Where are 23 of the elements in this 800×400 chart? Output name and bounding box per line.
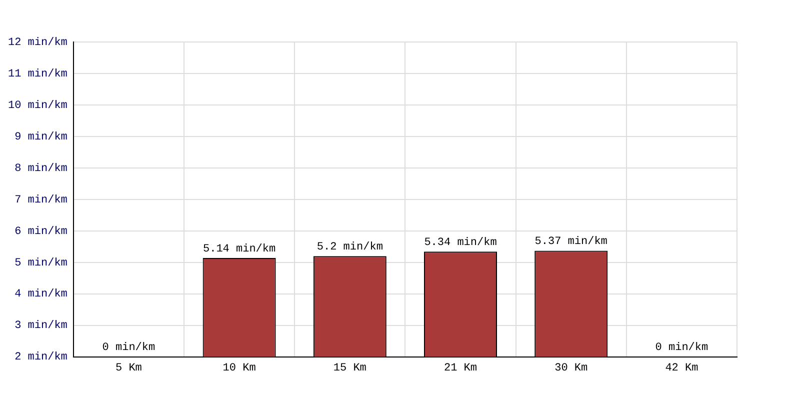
- x-tick-label: 30 Km: [554, 362, 588, 374]
- x-tick-label: 42 Km: [665, 362, 699, 374]
- x-tick-label: 10 Km: [222, 362, 256, 374]
- y-tick-label: 2 min/km: [14, 352, 68, 364]
- y-tick-label: 7 min/km: [14, 194, 68, 206]
- y-tick-label: 3 min/km: [14, 320, 68, 332]
- data-label: 5.34 min/km: [424, 237, 498, 250]
- y-tick-label: 9 min/km: [14, 131, 68, 144]
- data-label: 5.2 min/km: [316, 241, 384, 254]
- y-tick-label: 12 min/km: [8, 36, 68, 49]
- x-tick-label: 15 Km: [333, 362, 367, 374]
- y-tick-label: 10 min/km: [8, 100, 68, 112]
- text: 0 min/km: [102, 342, 156, 354]
- y-tick-label: 6 min/km: [14, 226, 68, 238]
- data-label: 5.37 min/km: [534, 236, 608, 248]
- x-tick-label: 21 Km: [444, 362, 478, 374]
- text: 0 min/km: [655, 342, 708, 354]
- y-tick-label: 4 min/km: [14, 288, 68, 301]
- y-tick-label: 8 min/km: [14, 162, 68, 175]
- y-tick-label: 11 min/km: [8, 68, 68, 80]
- x-tick-label: 5 Km: [116, 362, 142, 374]
- y-tick-label: 5 min/km: [14, 257, 68, 270]
- data-label: 5.14 min/km: [202, 243, 276, 256]
